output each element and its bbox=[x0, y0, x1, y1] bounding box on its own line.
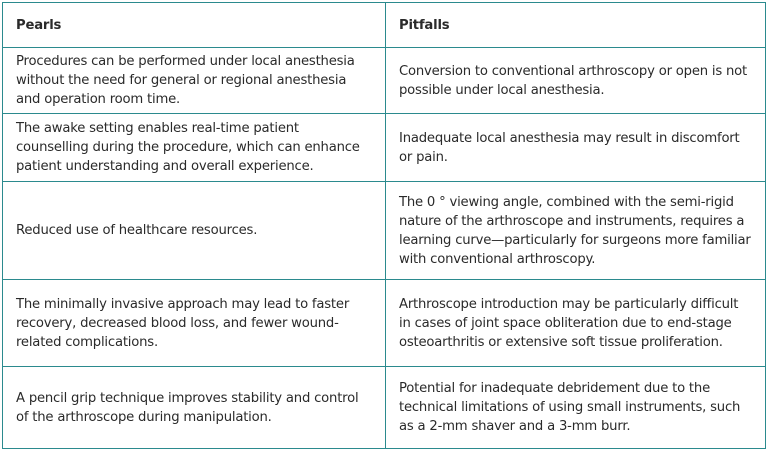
header-pitfalls: Pitfalls bbox=[385, 2, 766, 48]
pitfall-cell: Potential for inadequate debridement due… bbox=[385, 366, 766, 449]
pearl-cell: Procedures can be performed under local … bbox=[2, 47, 386, 114]
table-row: Reduced use of healthcare resources. The… bbox=[2, 181, 766, 280]
table-row: Procedures can be performed under local … bbox=[2, 47, 766, 114]
table-row: The awake setting enables real-time pati… bbox=[2, 113, 766, 182]
pitfall-cell: The 0 ° viewing angle, combined with the… bbox=[385, 181, 766, 280]
table-row: A pencil grip technique improves stabili… bbox=[2, 366, 766, 449]
pearl-cell: A pencil grip technique improves stabili… bbox=[2, 366, 386, 449]
pitfall-cell: Conversion to conventional arthroscopy o… bbox=[385, 47, 766, 114]
pitfall-cell: Inadequate local anesthesia may result i… bbox=[385, 113, 766, 182]
pearl-cell: Reduced use of healthcare resources. bbox=[2, 181, 386, 280]
pearl-cell: The minimally invasive approach may lead… bbox=[2, 279, 386, 367]
pearl-cell: The awake setting enables real-time pati… bbox=[2, 113, 386, 182]
pitfall-cell: Arthroscope introduction may be particul… bbox=[385, 279, 766, 367]
header-row: Pearls Pitfalls bbox=[2, 2, 766, 48]
header-pearls: Pearls bbox=[2, 2, 386, 48]
table-row: The minimally invasive approach may lead… bbox=[2, 279, 766, 367]
